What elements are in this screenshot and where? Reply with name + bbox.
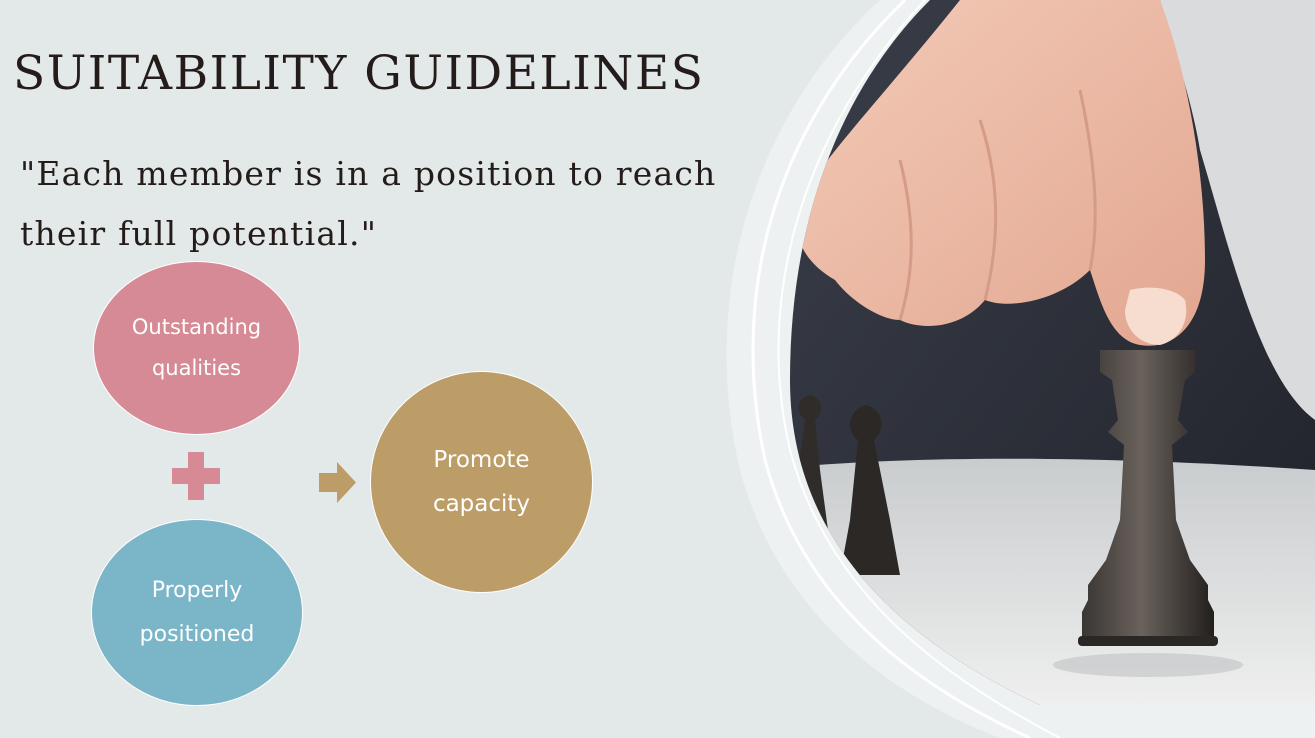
page-title: SUITABILITY GUIDELINES (13, 46, 705, 101)
node-promote-capacity: Promote capacity (370, 371, 593, 593)
node-outstanding-qualities: Outstanding qualities (93, 261, 300, 435)
node-promote-capacity-label: Promote capacity (432, 447, 531, 517)
node-outstanding-qualities-label: Outstanding qualities (131, 315, 262, 380)
node-properly-positioned: Properly positioned (91, 519, 303, 706)
node-properly-positioned-label: Properly positioned (139, 577, 255, 647)
plus-icon (172, 452, 220, 500)
arrow-right-icon (319, 462, 356, 503)
quote-text: "Each member is in a position to reach t… (20, 154, 717, 253)
